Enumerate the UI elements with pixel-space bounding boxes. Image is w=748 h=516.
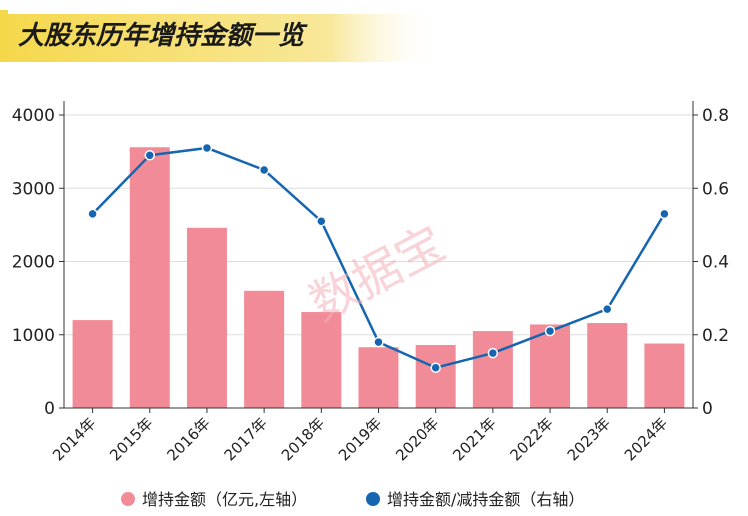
left-tick-label: 3000	[12, 179, 55, 199]
x-tick-label: 2014年	[49, 414, 99, 464]
ratio-point-2017年	[258, 164, 270, 176]
bar-2022年	[530, 324, 571, 408]
title-banner: 大股东历年增持金额一览	[0, 10, 440, 62]
x-tick-label: 2021年	[449, 414, 499, 464]
right-tick-label: 0.4	[702, 253, 729, 273]
watermark: 数据宝	[301, 215, 454, 332]
legend-label-0: 增持金额（亿元,左轴）	[142, 490, 307, 509]
ratio-point-2015年	[144, 150, 156, 161]
x-tick-label: 2024年	[621, 414, 671, 464]
ratio-point-2016年	[201, 142, 213, 154]
chart-title: 大股东历年增持金额一览	[18, 21, 308, 51]
ratio-point-2014年	[87, 208, 98, 220]
right-tick-label: 0	[702, 399, 713, 419]
ratio-point-2022年	[544, 325, 556, 337]
left-tick-label: 0	[44, 399, 55, 419]
x-tick-label: 2022年	[507, 414, 557, 464]
ratio-point-2020年	[430, 362, 441, 373]
legend-label-1: 增持金额/减持金额（右轴）	[387, 490, 584, 509]
right-tick-label: 0.2	[702, 326, 729, 346]
x-tick-label: 2019年	[335, 414, 385, 464]
left-tick-label: 2000	[12, 253, 55, 273]
bar-2021年	[472, 331, 513, 408]
ratio-point-2019年	[373, 336, 384, 348]
ratio-point-2021年	[487, 347, 499, 359]
ratio-point-2023年	[601, 303, 613, 315]
ratio-point-2024年	[659, 208, 670, 220]
x-tick-label: 2015年	[106, 414, 156, 464]
right-tick-label: 0.8	[702, 106, 729, 126]
x-tick-label: 2023年	[564, 414, 614, 464]
bar-2023年	[587, 323, 628, 408]
legend: 增持金额（亿元,左轴） 增持金额/减持金额（右轴）	[121, 490, 584, 509]
bar-2020年	[415, 345, 456, 408]
left-tick-label: 1000	[12, 326, 55, 346]
x-tick-label: 2017年	[221, 414, 271, 464]
bar-2014年	[72, 320, 113, 408]
left-tick-label: 4000	[12, 106, 55, 126]
bar-2017年	[244, 290, 285, 408]
x-tick-label: 2018年	[278, 414, 328, 464]
bar-2018年	[301, 312, 342, 408]
ratio-point-2018年	[316, 215, 327, 227]
bar-2024年	[644, 343, 685, 408]
x-tick-label: 2016年	[163, 414, 213, 464]
legend-marker-1	[366, 492, 380, 506]
bar-2019年	[358, 347, 399, 408]
bar-2016年	[186, 227, 227, 408]
bar-2015年	[129, 147, 170, 409]
x-tick-label: 2020年	[392, 414, 442, 464]
legend-marker-0	[121, 492, 135, 506]
right-tick-label: 0.6	[702, 179, 729, 199]
